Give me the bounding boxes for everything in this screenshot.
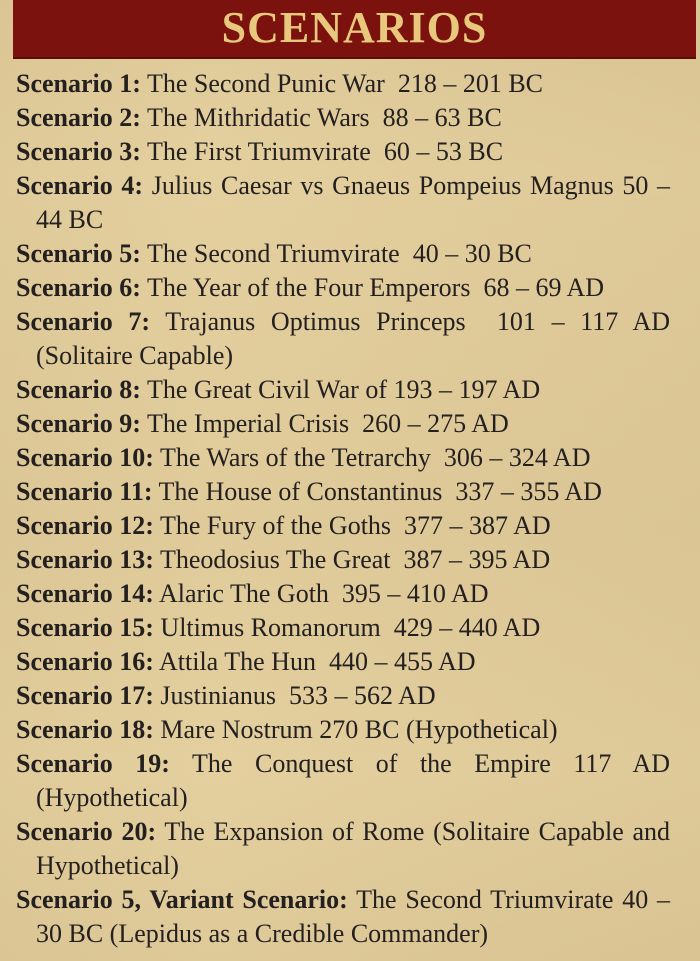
scenario-item-6: Scenario 6: The Year of the Four Emperor… bbox=[16, 271, 670, 305]
scenario-item-9: Scenario 9: The Imperial Crisis 260 – 27… bbox=[16, 407, 670, 441]
scenario-item-5-variant: Scenario 5, Variant Scenario: The Second… bbox=[16, 883, 670, 951]
scenario-item-16: Scenario 16: Attila The Hun 440 – 455 AD bbox=[16, 645, 670, 679]
page-title: SCENARIOS bbox=[221, 3, 488, 52]
scenario-text: Alaric The Goth 395 – 410 AD bbox=[159, 579, 489, 608]
scenario-text: The Wars of the Tetrarchy 306 – 324 AD bbox=[159, 443, 591, 472]
scenario-text: The Great Civil War of 193 – 197 AD bbox=[146, 375, 541, 404]
scenario-item-3: Scenario 3: The First Triumvirate 60 – 5… bbox=[16, 135, 670, 169]
scenario-label: Scenario 16: bbox=[16, 647, 154, 676]
scenario-list: Scenario 1: The Second Punic War 218 – 2… bbox=[0, 59, 700, 951]
scenario-item-4: Scenario 4: Julius Caesar vs Gnaeus Pomp… bbox=[16, 169, 670, 237]
scenario-label: Scenario 4: bbox=[16, 171, 144, 200]
scenario-text: The First Triumvirate 60 – 53 BC bbox=[146, 137, 504, 166]
scenario-label: Scenario 15: bbox=[16, 613, 154, 642]
scenario-text: Julius Caesar vs Gnaeus Pompeius Magnus … bbox=[36, 171, 671, 234]
scenario-item-17: Scenario 17: Justinianus 533 – 562 AD bbox=[16, 679, 670, 713]
scenario-text: The Second Punic War 218 – 201 BC bbox=[146, 69, 544, 98]
scenario-item-2: Scenario 2: The Mithridatic Wars 88 – 63… bbox=[16, 101, 670, 135]
scenario-label: Scenario 20: bbox=[16, 817, 157, 846]
scenario-item-14: Scenario 14: Alaric The Goth 395 – 410 A… bbox=[16, 577, 670, 611]
scenario-label: Scenario 3: bbox=[16, 137, 141, 166]
scenario-label: Scenario 8: bbox=[16, 375, 141, 404]
scenario-text: Theodosius The Great 387 – 395 AD bbox=[159, 545, 551, 574]
scenario-label: Scenario 17: bbox=[16, 681, 154, 710]
scenario-label: Scenario 5: bbox=[16, 239, 141, 268]
scenario-item-7: Scenario 7: Trajanus Optimus Princeps 10… bbox=[16, 305, 670, 373]
scenario-item-18: Scenario 18: Mare Nostrum 270 BC (Hypoth… bbox=[16, 713, 670, 747]
scenario-item-12: Scenario 12: The Fury of the Goths 377 –… bbox=[16, 509, 670, 543]
scenario-text: The Imperial Crisis 260 – 275 AD bbox=[146, 409, 509, 438]
scenario-item-10: Scenario 10: The Wars of the Tetrarchy 3… bbox=[16, 441, 670, 475]
title-bar: SCENARIOS bbox=[13, 0, 696, 59]
scenario-item-13: Scenario 13: Theodosius The Great 387 – … bbox=[16, 543, 670, 577]
scenario-label: Scenario 9: bbox=[16, 409, 141, 438]
scenario-text: Mare Nostrum 270 BC (Hypothetical) bbox=[160, 715, 558, 744]
scenario-label: Scenario 14: bbox=[16, 579, 154, 608]
scenario-item-11: Scenario 11: The House of Constantinus 3… bbox=[16, 475, 670, 509]
scenario-label: Scenario 18: bbox=[16, 715, 154, 744]
scenario-item-1: Scenario 1: The Second Punic War 218 – 2… bbox=[16, 67, 670, 101]
scenario-item-20: Scenario 20: The Expansion of Rome (Soli… bbox=[16, 815, 670, 883]
scenario-label: Scenario 11: bbox=[16, 477, 153, 506]
scenario-item-19: Scenario 19: The Conquest of the Empire … bbox=[16, 747, 670, 815]
scenario-text: The Second Triumvirate 40 – 30 BC bbox=[146, 239, 532, 268]
scenario-label: Scenario 2: bbox=[16, 103, 141, 132]
scenario-label: Scenario 19: bbox=[16, 749, 170, 778]
scenario-label: Scenario 6: bbox=[16, 273, 141, 302]
scenario-label: Scenario 10: bbox=[16, 443, 154, 472]
scenario-text: The Mithridatic Wars 88 – 63 BC bbox=[146, 103, 502, 132]
scenario-text: Trajanus Optimus Princeps 101 – 117 AD (… bbox=[36, 307, 671, 370]
scenario-text: Attila The Hun 440 – 455 AD bbox=[159, 647, 476, 676]
scenario-label: Scenario 13: bbox=[16, 545, 154, 574]
scenario-text: The Expansion of Rome (Solitaire Capable… bbox=[36, 817, 670, 880]
scenario-label: Scenario 12: bbox=[16, 511, 154, 540]
scenario-label: Scenario 1: bbox=[16, 69, 141, 98]
scenario-text: The Second Triumvirate 40 – 30 BC (Lepid… bbox=[36, 885, 670, 948]
scenario-text: The Year of the Four Emperors 68 – 69 AD bbox=[146, 273, 605, 302]
scenario-text: The Conquest of the Empire 117 AD (Hypot… bbox=[36, 749, 671, 812]
scenario-item-5: Scenario 5: The Second Triumvirate 40 – … bbox=[16, 237, 670, 271]
scenario-text: Justinianus 533 – 562 AD bbox=[160, 681, 436, 710]
scenario-text: Ultimus Romanorum 429 – 440 AD bbox=[160, 613, 541, 642]
scenario-item-8: Scenario 8: The Great Civil War of 193 –… bbox=[16, 373, 670, 407]
scenario-label: Scenario 5, Variant Scenario: bbox=[16, 885, 348, 914]
scenario-text: The House of Constantinus 337 – 355 AD bbox=[158, 477, 602, 506]
scenario-item-15: Scenario 15: Ultimus Romanorum 429 – 440… bbox=[16, 611, 670, 645]
scenario-label: Scenario 7: bbox=[16, 307, 151, 336]
scenario-text: The Fury of the Goths 377 – 387 AD bbox=[159, 511, 551, 540]
